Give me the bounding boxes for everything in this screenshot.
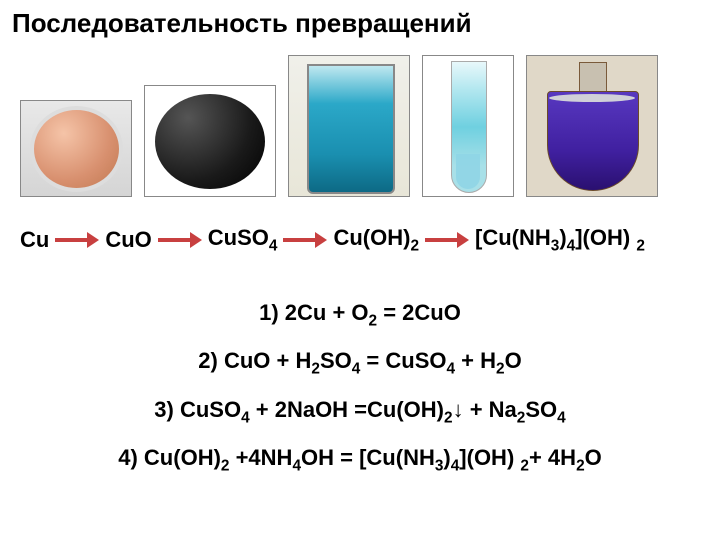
species-cu-ammine: [Cu(NH3)4](OH) 2 (475, 225, 645, 255)
arrow-icon (55, 232, 99, 248)
equation-2: 2) CuO + H2SO4 = CuSO4 + H2O (0, 348, 720, 378)
equation-3: 3) CuSO4 + 2NaOH =Cu(OH)2↓ + Na2SO4 (0, 397, 720, 427)
image-copper-powder (20, 100, 132, 197)
transformation-chain: Cu CuO CuSO4 Cu(OH)2 [Cu(NH3)4](OH) 2 (20, 225, 645, 255)
arrow-icon (425, 232, 469, 248)
arrow-icon (283, 232, 327, 248)
species-cuso4: CuSO4 (208, 225, 278, 255)
image-cuoh2-precipitate (422, 55, 514, 197)
images-row (20, 55, 700, 197)
equation-1: 1) 2Cu + O2 = 2CuO (0, 300, 720, 330)
equations-block: 1) 2Cu + O2 = 2CuO 2) CuO + H2SO4 = CuSO… (0, 300, 720, 494)
image-copper-ammine (526, 55, 658, 197)
species-cuo: CuO (105, 227, 151, 253)
image-cuso4-solution (288, 55, 410, 197)
arrow-icon (158, 232, 202, 248)
page-title: Последовательность превращений (12, 8, 472, 39)
species-cuoh2: Cu(OH)2 (333, 225, 419, 255)
species-cu: Cu (20, 227, 49, 253)
image-copper-oxide (144, 85, 276, 197)
equation-4: 4) Cu(OH)2 +4NH4OH = [Cu(NH3)4](OH) 2+ 4… (0, 445, 720, 475)
